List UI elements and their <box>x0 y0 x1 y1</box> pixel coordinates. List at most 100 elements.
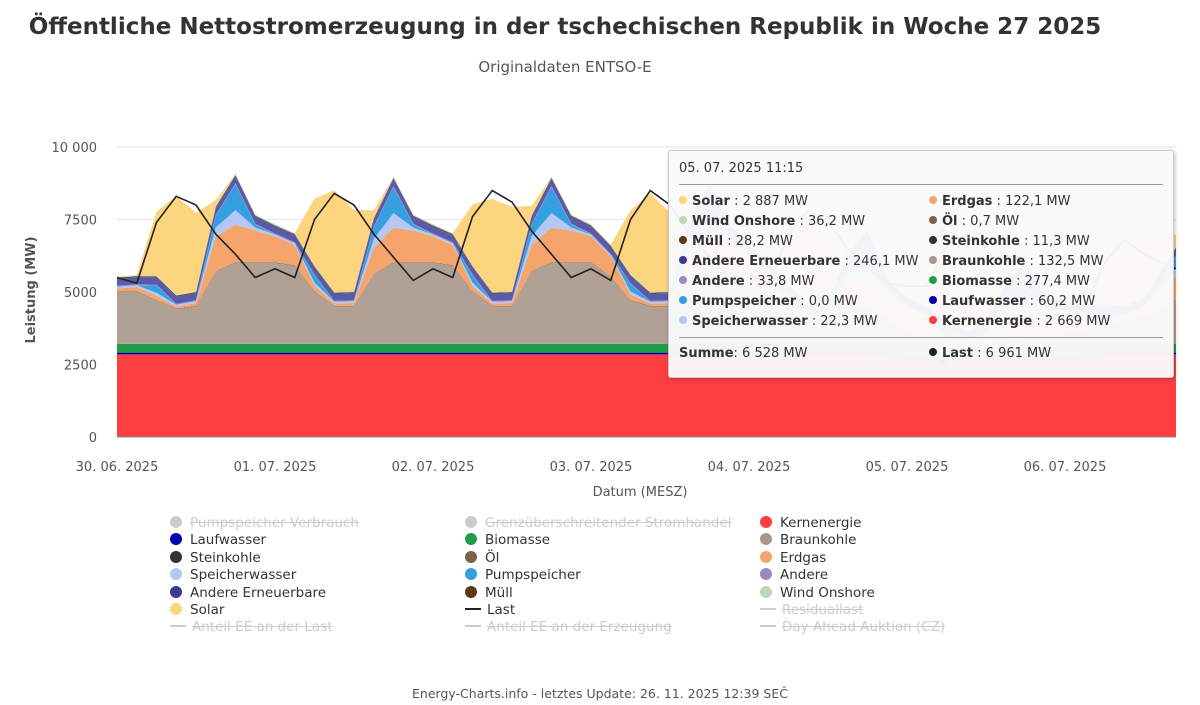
tooltip-sum: Summe: 6 528 MW <box>679 346 808 361</box>
area-pumpspeicher[interactable] <box>117 184 1176 341</box>
legend-line-icon <box>760 608 776 610</box>
legend-item-kernenergie[interactable]: Kernenergie <box>760 515 861 532</box>
legend-dot-icon <box>465 533 477 546</box>
y-axis-title: Leistung (MW) <box>24 236 39 343</box>
series-dot-icon <box>679 256 687 264</box>
tooltip-label: Öl <box>942 214 958 229</box>
x-tick-label: 30. 06. 2025 <box>76 460 159 475</box>
legend-label: Pumpspeicher <box>485 567 581 584</box>
area-braunkohle[interactable] <box>117 262 1176 350</box>
legend-item-steinkohle[interactable]: Steinkohle <box>170 550 261 567</box>
legend-dot-icon <box>170 568 182 581</box>
tooltip-row: Laufwasser : 60,2 MW <box>929 293 1095 310</box>
tooltip-divider <box>679 337 1163 338</box>
tooltip-value: 6 961 MW <box>985 346 1052 361</box>
series-dot-icon <box>929 296 937 304</box>
legend-label: Kernenergie <box>780 515 862 531</box>
legend-label: Laufwasser <box>190 532 267 549</box>
legend-item-andere[interactable]: Andere <box>760 567 828 584</box>
legend-dot-icon <box>760 568 772 581</box>
legend-label: Day Ahead Auktion (CZ) <box>782 619 946 636</box>
legend-item-anteil-ee-an-der-last[interactable]: Anteil EE an der Last <box>170 619 333 636</box>
tooltip-divider <box>679 184 1163 185</box>
legend-label: Pumpspeicher Verbrauch <box>190 515 359 531</box>
tooltip-row: Wind Onshore : 36,2 MW <box>679 213 865 230</box>
tooltip-value: 33,8 MW <box>757 274 815 289</box>
legend-item-day-ahead-auktion-cz-[interactable]: Day Ahead Auktion (CZ) <box>760 619 945 636</box>
series-dot-icon <box>679 296 687 304</box>
legend-label: Anteil EE an der Erzeugung <box>487 619 672 636</box>
series-dot-icon <box>929 348 937 356</box>
series-dot-icon <box>929 236 937 244</box>
tooltip-value: 2 887 MW <box>742 194 809 209</box>
legend-dot-icon <box>465 585 477 598</box>
tooltip-value: 0,7 MW <box>970 214 1020 229</box>
legend-label: Solar <box>190 602 225 618</box>
legend-label: Erdgas <box>780 549 827 566</box>
x-tick-label: 02. 07. 2025 <box>392 460 475 475</box>
x-tick-label: 03. 07. 2025 <box>550 460 633 475</box>
legend-label: Braunkohle <box>780 532 857 549</box>
tooltip-value: 0,0 MW <box>808 294 858 309</box>
legend-item-biomasse[interactable]: Biomasse <box>465 532 550 549</box>
series-dot-icon <box>679 276 687 284</box>
legend-label: Steinkohle <box>190 549 261 566</box>
legend-item-anteil-ee-an-der-erzeugung[interactable]: Anteil EE an der Erzeugung <box>465 619 672 636</box>
chart-subtitle: Originaldaten ENTSO-E <box>478 58 652 76</box>
tooltip: 05. 07. 2025 11:15 Solar : 2 887 MW Wind … <box>668 150 1174 378</box>
tooltip-value: 11,3 MW <box>1032 234 1090 249</box>
legend-label: Andere Erneuerbare <box>190 584 327 601</box>
legend-item-laufwasser[interactable]: Laufwasser <box>170 532 266 549</box>
y-tick-label: 0 <box>89 431 97 446</box>
legend-item-erdgas[interactable]: Erdgas <box>760 550 826 567</box>
y-tick-label: 7500 <box>64 214 97 229</box>
legend-item-öl[interactable]: Öl <box>465 550 499 567</box>
legend-label: Andere <box>780 567 829 584</box>
tooltip-label: Last <box>942 346 974 361</box>
tooltip-value: 60,2 MW <box>1038 294 1096 309</box>
tooltip-label: Kernenergie <box>942 314 1033 329</box>
x-tick-label: 04. 07. 2025 <box>708 460 791 475</box>
legend-item-braunkohle[interactable]: Braunkohle <box>760 532 856 549</box>
legend-dot-icon <box>170 603 182 615</box>
tooltip-label: Andere Erneuerbare <box>692 254 841 269</box>
tooltip-row: Müll : 28,2 MW <box>679 233 793 250</box>
tooltip-value: 246,1 MW <box>853 254 919 269</box>
legend-item-pumpspeicher[interactable]: Pumpspeicher <box>465 567 581 584</box>
legend-item-grenzüberschreitender-stromhandel[interactable]: Grenzüberschreitender Stromhandel <box>465 515 731 532</box>
legend-line-icon <box>465 608 481 610</box>
legend-item-müll[interactable]: Müll <box>465 585 513 602</box>
tooltip-label: Braunkohle <box>942 254 1026 269</box>
legend-dot-icon <box>170 516 182 528</box>
tooltip-row: Steinkohle : 11,3 MW <box>929 233 1090 250</box>
legend-dot-icon <box>170 550 182 563</box>
legend-dot-icon <box>465 516 477 528</box>
tooltip-row: Kernenergie : 2 669 MW <box>929 313 1110 330</box>
legend-item-solar[interactable]: Solar <box>170 602 224 619</box>
tooltip-row: Pumpspeicher : 0,0 MW <box>679 293 858 310</box>
tooltip-value: 132,5 MW <box>1038 254 1104 269</box>
series-dot-icon <box>929 256 937 264</box>
tooltip-value: 28,2 MW <box>735 234 793 249</box>
legend-item-wind-onshore[interactable]: Wind Onshore <box>760 585 875 602</box>
legend-line-icon <box>170 625 186 628</box>
area-solar[interactable] <box>117 173 1176 331</box>
legend-label: Biomasse <box>485 532 551 549</box>
tooltip-label: Müll <box>692 234 724 249</box>
y-tick-label: 5000 <box>64 286 97 301</box>
legend-item-pumpspeicher-verbrauch[interactable]: Pumpspeicher Verbrauch <box>170 515 359 532</box>
series-dot-icon <box>929 216 937 224</box>
tooltip-value: 36,2 MW <box>808 214 866 229</box>
x-tick-label: 01. 07. 2025 <box>234 460 317 475</box>
tooltip-value: 277,4 MW <box>1024 274 1090 289</box>
legend-dot-icon <box>170 533 182 546</box>
x-tick-label: 06. 07. 2025 <box>1024 460 1107 475</box>
legend-item-last[interactable]: Last <box>465 602 515 619</box>
legend-item-andere-erneuerbare[interactable]: Andere Erneuerbare <box>170 585 326 602</box>
series-dot-icon <box>679 216 687 224</box>
chart-title: Öffentliche Nettostromerzeugung in der t… <box>28 14 1102 40</box>
legend-label: Müll <box>485 584 513 601</box>
legend-item-speicherwasser[interactable]: Speicherwasser <box>170 567 296 584</box>
legend-item-residuallast[interactable]: Residuallast <box>760 602 863 619</box>
